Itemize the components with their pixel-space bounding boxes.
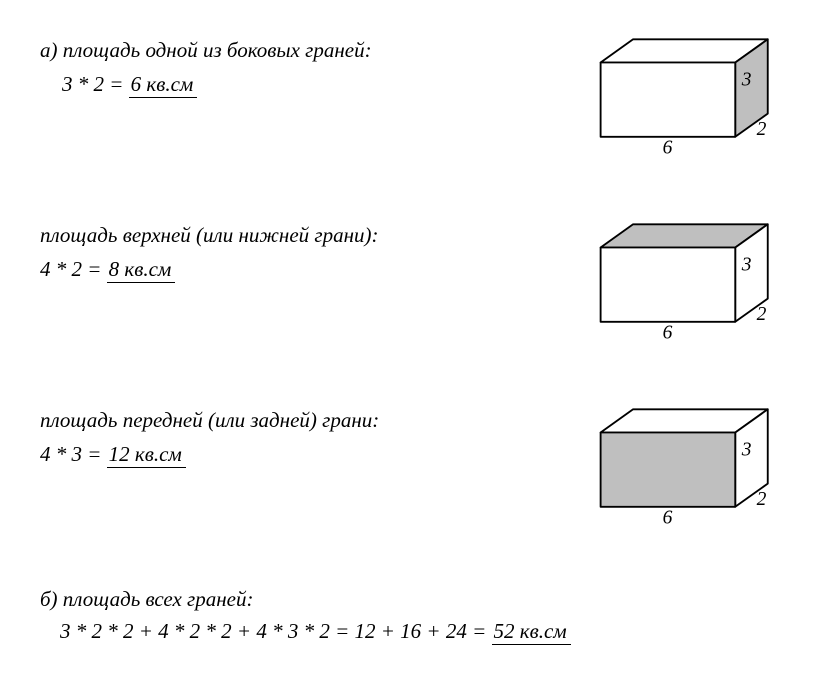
- dim-height-label: 3: [741, 255, 752, 276]
- row-formula-prefix: 3 * 2 =: [62, 72, 129, 96]
- cuboid-icon: 6 2 3: [574, 215, 799, 345]
- cuboid-icon: 6 2 3: [574, 30, 799, 160]
- row-title: площадь передней (или задней) грани:: [40, 406, 574, 434]
- dim-width-label: 6: [663, 323, 673, 344]
- part-b-section: б) площадь всех граней: 3 * 2 * 2 + 4 * …: [40, 585, 799, 646]
- dim-depth-label: 2: [757, 119, 767, 140]
- row-title: а) площадь одной из боковых граней:: [40, 36, 574, 64]
- row-text: площадь передней (или задней) грани: 4 *…: [40, 400, 574, 469]
- dim-width-label: 6: [663, 508, 673, 529]
- part-b-formula: 3 * 2 * 2 + 4 * 2 * 2 + 4 * 3 * 2 = 12 +…: [40, 617, 799, 645]
- dim-depth-label: 2: [757, 489, 767, 510]
- dim-height-label: 3: [741, 440, 752, 461]
- problem-row: площадь передней (или задней) грани: 4 *…: [40, 400, 799, 530]
- part-b-answer: 52 кв.см: [492, 619, 571, 645]
- part-b-prefix: 3 * 2 * 2 + 4 * 2 * 2 + 4 * 3 * 2 = 12 +…: [60, 619, 492, 643]
- problem-row: площадь верхней (или нижней грани): 4 * …: [40, 215, 799, 345]
- cuboid-front-face: [601, 63, 736, 137]
- cuboid-icon: 6 2 3: [574, 400, 799, 530]
- dim-depth-label: 2: [757, 304, 767, 325]
- row-answer: 8 кв.см: [107, 257, 176, 283]
- problem-row: а) площадь одной из боковых граней: 3 * …: [40, 30, 799, 160]
- cuboid-front-face: [601, 433, 736, 507]
- dim-height-label: 3: [741, 70, 752, 91]
- row-formula: 4 * 2 = 8 кв.см: [40, 255, 574, 283]
- row-formula-prefix: 4 * 3 =: [40, 442, 107, 466]
- row-formula: 3 * 2 = 6 кв.см: [40, 70, 574, 98]
- cuboid-front-face: [601, 248, 736, 322]
- row-title: площадь верхней (или нижней грани):: [40, 221, 574, 249]
- rows-container: а) площадь одной из боковых граней: 3 * …: [40, 30, 799, 530]
- dim-width-label: 6: [663, 138, 673, 159]
- row-text: а) площадь одной из боковых граней: 3 * …: [40, 30, 574, 99]
- row-text: площадь верхней (или нижней грани): 4 * …: [40, 215, 574, 284]
- row-answer: 6 кв.см: [129, 72, 198, 98]
- row-formula: 4 * 3 = 12 кв.см: [40, 440, 574, 468]
- row-answer: 12 кв.см: [107, 442, 186, 468]
- row-formula-prefix: 4 * 2 =: [40, 257, 107, 281]
- part-b-title: б) площадь всех граней:: [40, 585, 799, 613]
